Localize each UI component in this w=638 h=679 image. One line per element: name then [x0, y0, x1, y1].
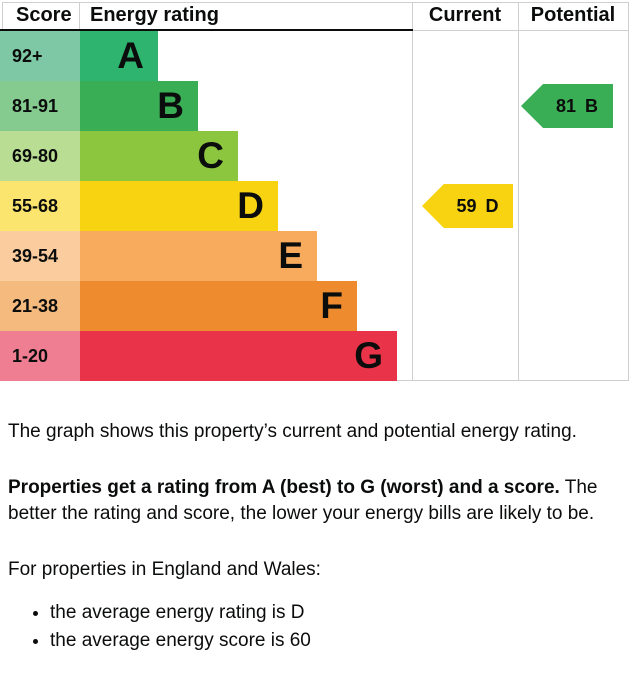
band-score-range: 92+ — [0, 31, 80, 81]
score-column-separator — [79, 2, 80, 31]
column-header-potential: Potential — [530, 4, 616, 26]
chart-left-border — [2, 2, 3, 31]
band-score-range: 39-54 — [0, 231, 80, 281]
band-bar-f: F — [80, 281, 357, 331]
band-bar-b: B — [80, 81, 198, 131]
header-underline-black — [0, 29, 413, 31]
potential-band-letter: B — [585, 96, 599, 116]
band-bar-a: A — [80, 31, 158, 81]
average-rating-item: the average energy rating is D — [50, 599, 630, 627]
band-score-range: 81-91 — [0, 81, 80, 131]
band-row-c: 69-80 C — [0, 131, 412, 181]
current-column-left-line — [412, 2, 413, 381]
potential-rating-arrow: 81 B — [521, 84, 613, 128]
chart-header: Score Energy rating Current Potential — [0, 0, 628, 31]
potential-column-left-line — [518, 2, 519, 381]
band-bar-c: C — [80, 131, 238, 181]
epc-rating-chart: Score Energy rating Current Potential 92… — [0, 0, 629, 381]
band-row-f: 21-38 F — [0, 281, 412, 331]
potential-score: 81 — [555, 96, 577, 116]
band-score-range: 55-68 — [0, 181, 80, 231]
rating-explainer-paragraph: Properties get a rating from A (best) to… — [8, 475, 628, 527]
band-bar-g: G — [80, 331, 397, 381]
band-bar-e: E — [80, 231, 317, 281]
description-text: The graph shows this property’s current … — [0, 419, 638, 655]
average-facts-list: the average energy rating is D the avera… — [8, 599, 630, 655]
column-header-score: Score — [16, 4, 72, 26]
chart-top-border — [2, 2, 628, 3]
average-score-item: the average energy score is 60 — [50, 627, 630, 655]
band-score-range: 21-38 — [0, 281, 80, 331]
rating-explainer-rest: The better the rating and score, the low… — [8, 477, 598, 524]
chart-right-border — [628, 2, 629, 381]
graph-summary-paragraph: The graph shows this property’s current … — [8, 421, 577, 442]
column-header-energy-rating: Energy rating — [90, 4, 219, 26]
rating-bands: 92+ A 81-91 B 69-80 C 55-68 D 39-54 E 21… — [0, 31, 412, 381]
rating-explainer-bold: Properties get a rating from A (best) to… — [8, 477, 560, 498]
band-row-b: 81-91 B — [0, 81, 412, 131]
header-underline-grey — [413, 30, 628, 31]
column-header-current: Current — [428, 4, 502, 26]
band-bar-d: D — [80, 181, 278, 231]
current-band-letter: D — [485, 196, 499, 216]
band-score-range: 69-80 — [0, 131, 80, 181]
current-rating-arrow: 59 D — [422, 184, 513, 228]
current-score: 59 — [456, 196, 477, 216]
band-row-g: 1-20 G — [0, 331, 412, 381]
band-row-d: 55-68 D — [0, 181, 412, 231]
band-score-range: 1-20 — [0, 331, 80, 381]
england-wales-intro: For properties in England and Wales: — [8, 559, 321, 580]
band-row-a: 92+ A — [0, 31, 412, 81]
band-row-e: 39-54 E — [0, 231, 412, 281]
